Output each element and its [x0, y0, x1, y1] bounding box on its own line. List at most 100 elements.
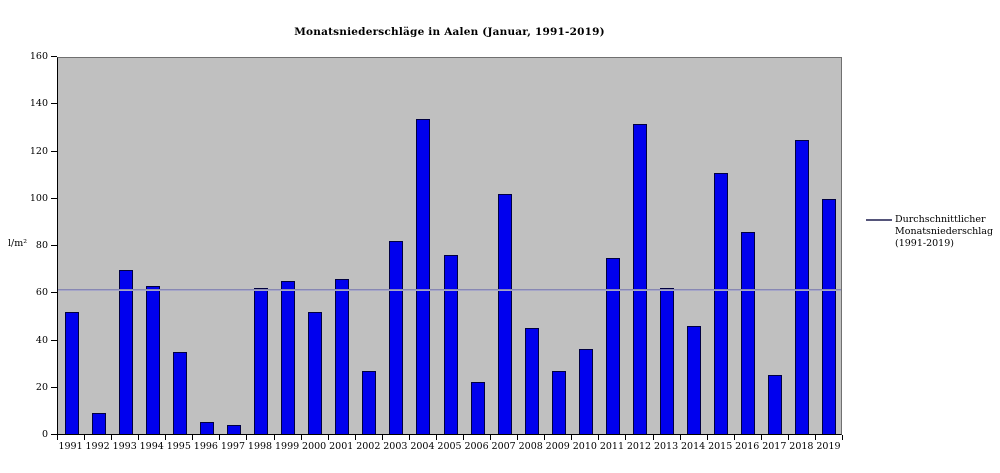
bar-2005 — [443, 255, 458, 434]
legend-label: Durchschnittlicher Monatsniederschlag (1… — [895, 214, 993, 250]
legend: Durchschnittlicher Monatsniederschlag (1… — [866, 214, 993, 250]
x-axis-tick-3 — [138, 435, 140, 440]
bar-2014 — [687, 325, 702, 434]
x-axis-label-2013: 2013 — [653, 441, 679, 452]
x-axis-tick-11 — [354, 435, 356, 440]
legend-label-line-1: Durchschnittlicher — [895, 214, 986, 225]
x-axis-tick-29 — [842, 435, 843, 440]
x-axis-tick-1 — [84, 435, 86, 440]
bar-1995 — [172, 351, 187, 434]
bar-1991 — [64, 311, 79, 434]
y-axis-label-60: 60 — [35, 287, 48, 299]
y-axis-tick-100 — [51, 197, 57, 199]
x-axis-tick-23 — [679, 435, 681, 440]
y-axis-tick-40 — [51, 339, 57, 341]
y-axis-label-120: 120 — [29, 145, 48, 157]
x-axis-label-1996: 1996 — [193, 441, 218, 452]
x-axis-label-1997: 1997 — [220, 441, 246, 452]
x-axis-tick-26 — [760, 435, 762, 440]
y-axis-label-160: 160 — [29, 51, 48, 62]
x-axis-tick-2 — [111, 435, 113, 440]
bar-2004 — [416, 119, 431, 434]
x-axis-tick-0 — [57, 435, 58, 440]
y-axis-tick-120 — [51, 150, 57, 152]
bar-1998 — [254, 288, 269, 434]
x-axis-tick-7 — [246, 435, 248, 440]
bar-2016 — [741, 231, 756, 434]
x-axis-label-2000: 2000 — [302, 441, 327, 452]
x-axis-tick-8 — [273, 435, 275, 440]
bar-1996 — [199, 422, 214, 434]
x-axis-tick-17 — [517, 435, 519, 440]
y-axis-tick-60 — [51, 292, 57, 294]
bar-2010 — [578, 349, 593, 434]
x-axis-tick-28 — [814, 435, 816, 440]
x-axis-label-1993: 1993 — [112, 441, 137, 452]
x-axis-label-2010: 2010 — [572, 441, 597, 452]
legend-label-line-2: Monatsniederschlag — [895, 226, 994, 237]
x-axis-label-2006: 2006 — [464, 441, 489, 452]
x-axis-label-2009: 2009 — [545, 441, 570, 452]
x-axis-label-2008: 2008 — [518, 441, 543, 452]
x-axis-tick-15 — [463, 435, 465, 440]
x-axis-label-2018: 2018 — [789, 441, 814, 452]
x-axis-tick-21 — [625, 435, 627, 440]
x-axis-label-1994: 1994 — [139, 441, 164, 452]
x-axis-tick-9 — [300, 435, 302, 440]
bar-1993 — [118, 269, 133, 434]
bar-1992 — [91, 412, 106, 434]
x-axis-tick-14 — [435, 435, 437, 440]
y-axis-tick-0 — [51, 434, 57, 435]
x-axis-label-1995: 1995 — [166, 441, 191, 452]
bar-2007 — [497, 194, 512, 434]
x-axis-label-2004: 2004 — [410, 441, 435, 452]
y-axis-label-140: 140 — [29, 98, 48, 110]
x-axis-label-2001: 2001 — [329, 441, 354, 452]
y-axis-label-80: 80 — [35, 240, 48, 251]
bar-2009 — [551, 370, 566, 434]
bar-2001 — [335, 278, 350, 434]
x-axis-tick-4 — [165, 435, 167, 440]
plot-area — [57, 57, 842, 435]
x-axis-tick-18 — [544, 435, 546, 440]
bar-2017 — [768, 375, 783, 434]
x-axis-label-1992: 1992 — [85, 441, 110, 452]
x-axis-label-2002: 2002 — [356, 441, 381, 452]
bar-2000 — [308, 311, 323, 434]
bar-2008 — [524, 328, 539, 434]
bar-1999 — [281, 281, 296, 434]
x-axis-tick-19 — [571, 435, 573, 440]
x-axis-tick-25 — [733, 435, 735, 440]
x-axis-label-2015: 2015 — [708, 441, 733, 452]
bar-2015 — [714, 173, 729, 434]
y-axis-label-40: 40 — [35, 334, 48, 346]
x-axis-label-2011: 2011 — [599, 441, 624, 452]
bar-2012 — [632, 123, 647, 434]
bar-2003 — [389, 241, 404, 434]
y-axis-label-100: 100 — [29, 192, 48, 204]
bar-2002 — [362, 370, 377, 434]
x-axis-label-2014: 2014 — [681, 441, 706, 452]
y-axis-label-20: 20 — [35, 381, 48, 393]
x-axis-tick-27 — [787, 435, 789, 440]
x-axis-tick-6 — [219, 435, 221, 440]
x-axis-label-2012: 2012 — [626, 441, 652, 452]
y-axis-unit-label: l/m² — [8, 238, 28, 249]
x-axis-tick-20 — [598, 435, 600, 440]
x-axis-label-2003: 2003 — [383, 441, 408, 452]
x-axis-label-2005: 2005 — [437, 441, 462, 452]
x-axis-label-2007: 2007 — [491, 441, 516, 452]
y-axis-tick-160 — [51, 56, 57, 57]
y-axis-label-0: 0 — [41, 429, 48, 440]
legend-label-line-3: (1991-2019) — [895, 238, 954, 249]
bar-2019 — [822, 199, 837, 434]
x-axis-tick-10 — [327, 435, 329, 440]
x-axis-tick-5 — [192, 435, 194, 440]
chart-title: Monatsniederschläge in Aalen (Januar, 19… — [294, 26, 605, 38]
x-axis-tick-24 — [706, 435, 708, 440]
x-axis-tick-22 — [652, 435, 654, 440]
bar-2006 — [470, 382, 485, 434]
bar-2013 — [660, 288, 675, 434]
x-axis-tick-13 — [408, 435, 410, 440]
